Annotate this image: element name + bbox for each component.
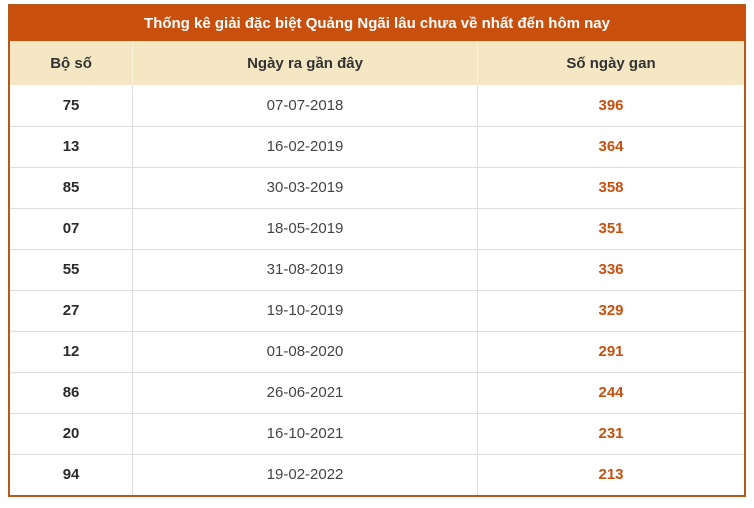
last-draw-date: 16-02-2019 [132,125,478,167]
table-row: 07 18-05-2019 351 [10,207,744,249]
pair-number: 85 [10,166,133,208]
last-draw-date: 30-03-2019 [132,166,478,208]
gap-days: 351 [477,207,744,249]
pair-number: 55 [10,248,133,290]
panel-title: Thống kê giải đặc biệt Quảng Ngãi lâu ch… [9,5,745,41]
gap-days: 213 [477,453,744,495]
last-draw-date: 19-10-2019 [132,289,478,331]
table-row: 12 01-08-2020 291 [10,330,744,372]
gap-days: 244 [477,371,744,413]
header-row: Bộ số Ngày ra gần đây Số ngày gan [10,41,744,85]
pair-number: 20 [10,412,133,454]
gap-days: 364 [477,125,744,167]
table-row: 75 07-07-2018 396 [10,85,744,126]
last-draw-date: 19-02-2022 [132,453,478,495]
pair-number: 13 [10,125,133,167]
table-header: Bộ số Ngày ra gần đây Số ngày gan [10,41,744,85]
table-row: 86 26-06-2021 244 [10,371,744,413]
last-draw-date: 07-07-2018 [132,85,478,126]
last-draw-date: 31-08-2019 [132,248,478,290]
pair-number: 07 [10,207,133,249]
last-draw-date: 16-10-2021 [132,412,478,454]
table-row: 55 31-08-2019 336 [10,248,744,290]
last-draw-date: 18-05-2019 [132,207,478,249]
gap-days: 231 [477,412,744,454]
last-draw-date: 26-06-2021 [132,371,478,413]
pair-number: 75 [10,85,133,126]
table-row: 27 19-10-2019 329 [10,289,744,331]
pair-number: 12 [10,330,133,372]
gap-days: 291 [477,330,744,372]
col-header-last-date: Ngày ra gần đây [132,41,478,85]
gap-days: 329 [477,289,744,331]
gap-days: 336 [477,248,744,290]
pair-number: 94 [10,453,133,495]
pair-number: 27 [10,289,133,331]
statistics-table: Bộ số Ngày ra gần đây Số ngày gan 75 07-0… [10,41,744,495]
col-header-gap-days: Số ngày gan [477,41,744,85]
statistics-panel: Thống kê giải đặc biệt Quảng Ngãi lâu ch… [8,4,746,497]
gap-days: 358 [477,166,744,208]
pair-number: 86 [10,371,133,413]
table-row: 94 19-02-2022 213 [10,453,744,495]
last-draw-date: 01-08-2020 [132,330,478,372]
table-row: 13 16-02-2019 364 [10,125,744,167]
table-row: 85 30-03-2019 358 [10,166,744,208]
col-header-pair: Bộ số [10,41,133,85]
gap-days: 396 [477,85,744,126]
table-body: 75 07-07-2018 396 13 16-02-2019 364 85 30-03-20… [10,85,744,495]
table-row: 20 16-10-2021 231 [10,412,744,454]
